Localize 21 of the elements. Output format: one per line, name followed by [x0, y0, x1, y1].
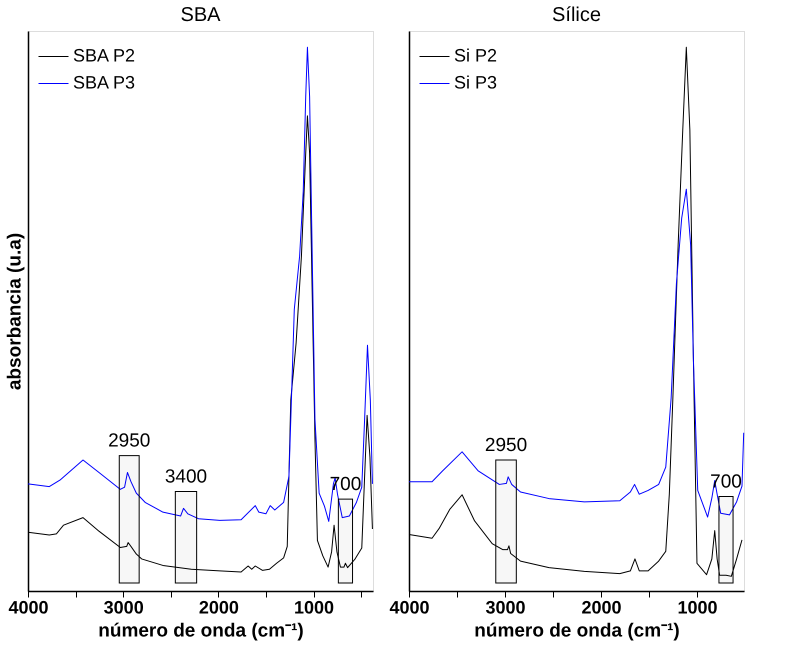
x-axis-title: número de onda (cm⁻¹) [474, 620, 680, 642]
x-axis-title: número de onda (cm⁻¹) [98, 620, 304, 642]
x-tick-label: 3000 [104, 598, 144, 618]
x-tick-label: 4000 [8, 598, 49, 618]
band-label: 700 [710, 471, 742, 492]
band-label: 2950 [108, 430, 150, 452]
legend-label: Si P3 [454, 72, 498, 92]
x-tick-label: 1000 [677, 598, 718, 618]
legend-label: SBA P3 [73, 72, 136, 92]
x-tick-label: 2000 [581, 598, 622, 618]
legend-label: Si P2 [454, 46, 498, 66]
chart-title: SBA [180, 4, 222, 26]
band-label: 3400 [164, 466, 208, 488]
x-tick-label: 4000 [389, 598, 430, 618]
band-label: 2950 [484, 435, 528, 456]
x-tick-label: 1000 [294, 598, 334, 618]
x-tick-label: 2000 [198, 598, 239, 618]
legend-label: SBA P2 [73, 46, 136, 66]
y-axis-title: absorbancia (u.a) [4, 232, 26, 390]
chart-title: Sílice [552, 4, 601, 26]
x-tick-label: 3000 [485, 598, 526, 618]
